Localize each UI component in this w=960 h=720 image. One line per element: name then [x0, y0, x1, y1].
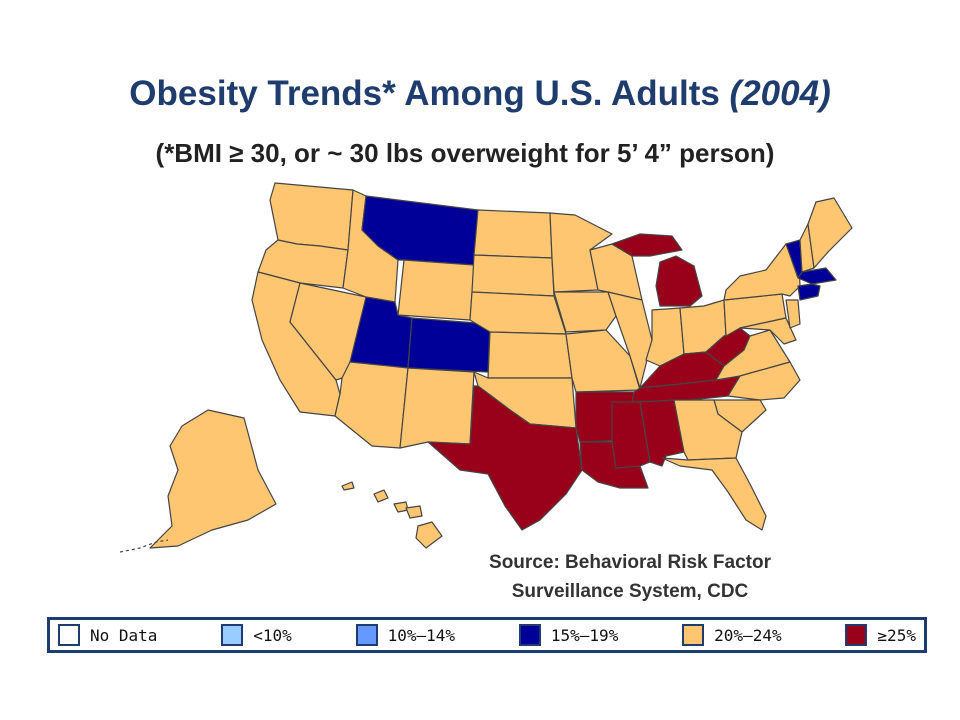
state-hi-1 — [341, 481, 355, 491]
legend-label-25plus: ≥25% — [877, 625, 916, 645]
state-mi-lower — [655, 255, 703, 307]
state-ct — [797, 283, 821, 301]
state-wa — [269, 182, 354, 251]
legend-item-25plus: ≥25% — [845, 624, 916, 646]
legend-swatch-15-19 — [518, 624, 541, 646]
state-ne — [469, 291, 567, 335]
state-ma — [797, 267, 837, 285]
legend-swatch-10-14 — [355, 624, 378, 646]
state-az — [334, 361, 409, 449]
legend-item-lt10: <10% — [221, 624, 292, 646]
legend-label-10-14: 10%–14% — [387, 625, 456, 645]
state-fl — [661, 457, 767, 531]
legend-swatch-25plus — [845, 624, 868, 646]
state-hi-3 — [393, 501, 409, 513]
legend-swatch-lt10 — [221, 624, 244, 646]
state-mi-upper — [611, 233, 683, 257]
title-main: Obesity Trends* Among U.S. Adults — [129, 74, 730, 113]
legend-item-15-19: 15%–19% — [518, 624, 619, 646]
legend-item-20-24: 20%–24% — [682, 624, 782, 646]
legend-label-15-19: 15%–19% — [550, 625, 619, 645]
source-note: Source: Behavioral Risk Factor Surveilla… — [420, 548, 840, 606]
source-line-1: Source: Behavioral Risk Factor — [489, 552, 771, 573]
map-title: Obesity Trends* Among U.S. Adults (2004) — [0, 74, 960, 114]
title-year: (2004) — [729, 74, 831, 113]
state-hi-4 — [405, 505, 423, 519]
alaska-aleutians — [119, 539, 169, 553]
legend-label-no-data: No Data — [90, 625, 158, 645]
legend-swatch-no-data — [58, 624, 80, 646]
state-nm — [399, 367, 475, 449]
state-tx — [427, 385, 583, 531]
legend-item-10-14: 10%–14% — [355, 624, 456, 646]
state-ak — [149, 409, 277, 549]
state-md — [739, 317, 797, 345]
state-hi-5 — [415, 521, 443, 549]
state-nd — [473, 209, 553, 259]
legend-swatch-20-24 — [682, 624, 705, 646]
state-co — [407, 317, 491, 373]
state-sd — [471, 254, 555, 297]
state-nc — [727, 361, 801, 401]
state-wy — [397, 259, 475, 321]
state-va — [715, 329, 791, 381]
state-nj — [785, 299, 801, 329]
legend-label-20-24: 20%–24% — [714, 625, 782, 645]
map-legend: No Data <10% 10%–14% 15%–19% 20%–24% ≥25… — [47, 617, 927, 653]
state-ia — [553, 291, 617, 333]
legend-label-lt10: <10% — [253, 625, 292, 645]
state-ga — [673, 399, 743, 461]
source-line-2: Surveillance System, CDC — [511, 581, 749, 602]
legend-item-no-data: No Data — [58, 624, 157, 646]
map-subtitle: (*BMI ≥ 30, or ~ 30 lbs overweight for 5… — [155, 138, 775, 168]
state-ks — [487, 331, 573, 379]
state-hi-2 — [373, 489, 389, 503]
state-me — [807, 197, 853, 269]
